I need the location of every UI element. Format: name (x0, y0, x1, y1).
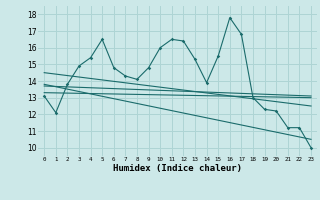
X-axis label: Humidex (Indice chaleur): Humidex (Indice chaleur) (113, 164, 242, 173)
